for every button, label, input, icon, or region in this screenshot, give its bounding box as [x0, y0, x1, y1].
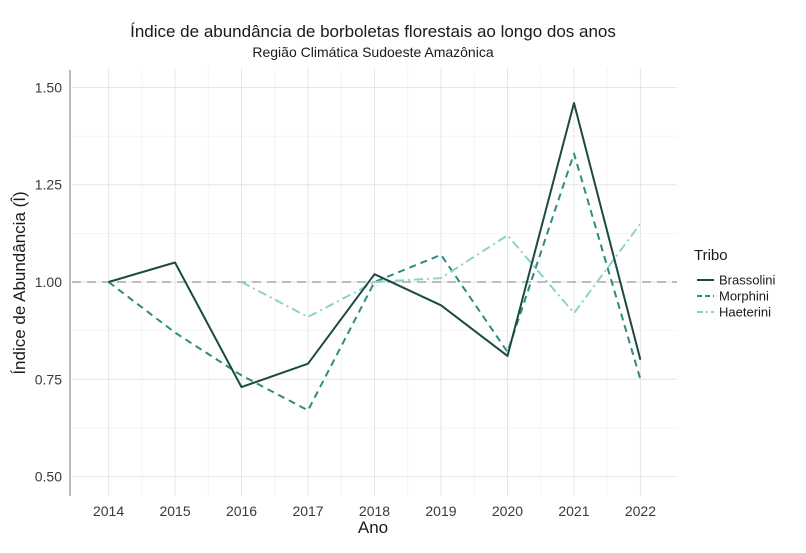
- x-tick-label: 2017: [292, 503, 323, 519]
- y-tick-label: 1.50: [35, 79, 62, 95]
- x-tick-label: 2016: [226, 503, 257, 519]
- x-tick-label: 2022: [625, 503, 656, 519]
- legend-label-brassolini: Brassolini: [719, 273, 775, 288]
- x-tick-label: 2020: [492, 503, 523, 519]
- series-line-haeterini: [241, 223, 642, 318]
- y-axis-label: Índice de Abundância (Î): [10, 191, 29, 374]
- y-tick-label: 1.00: [35, 274, 62, 290]
- legend-title: Tribo: [694, 247, 728, 264]
- y-tick-label: 0.50: [35, 469, 62, 485]
- y-tick-labels: 0.50 0.75 1.00 1.25 1.50: [35, 79, 62, 484]
- x-tick-label: 2018: [359, 503, 390, 519]
- x-tick-labels: 2014 2015 2016 2017 2018 2019 2020 2021 2022: [93, 503, 656, 519]
- legend-label-morphini: Morphini: [719, 289, 769, 304]
- x-axis-label: Ano: [358, 518, 388, 537]
- x-tick-label: 2019: [425, 503, 456, 519]
- chart-subtitle: Região Climática Sudoeste Amazônica: [252, 44, 493, 60]
- y-tick-label: 0.75: [35, 371, 62, 387]
- series-line-brassolini: [108, 102, 642, 389]
- x-tick-label: 2014: [93, 503, 124, 519]
- y-tick-label: 1.25: [35, 177, 62, 193]
- x-tick-label: 2021: [558, 503, 589, 519]
- x-tick-label: 2015: [159, 503, 190, 519]
- series-line-morphini: [107, 152, 642, 412]
- series-lines: [107, 102, 642, 412]
- legend-label-haeterini: Haeterini: [719, 305, 771, 320]
- chart-title: Índice de abundância de borboletas flore…: [130, 22, 616, 41]
